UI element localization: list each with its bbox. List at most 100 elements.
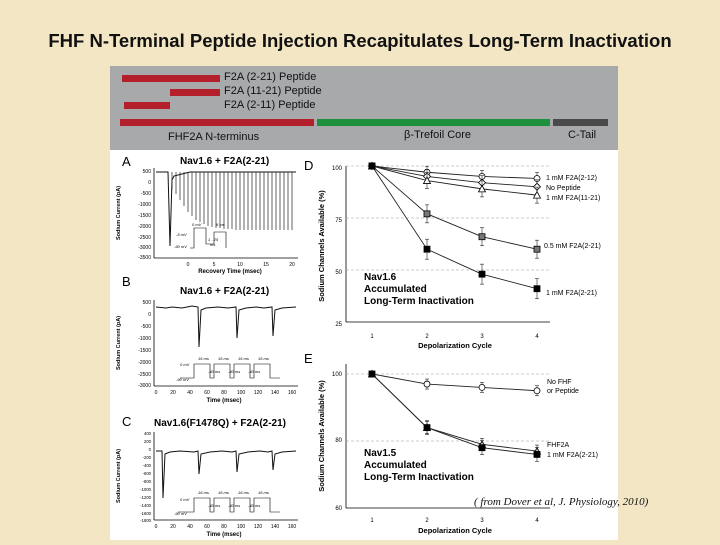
panel-a: A Nav1.6 + F2A(2-21) 500 0 -500 -1000 -1…: [116, 154, 298, 275]
panel-c-ytick: -1000: [140, 487, 151, 492]
data-point: [532, 190, 542, 199]
panel-e-legend-label: No FHF: [547, 379, 572, 386]
panel-b-protocol-label: 16 ms: [198, 356, 209, 361]
panel-e-xtick: 2: [425, 518, 429, 524]
panel-e-plot: [346, 369, 550, 462]
panel-d-legend: 1 mM F2A(2-12) No Peptide 1 mM F2A(11-21…: [544, 175, 601, 297]
panel-b-protocol-label: 0 mV: [180, 362, 190, 367]
panel-e-ylabel: Sodium Channels Available (%): [317, 380, 326, 492]
panel-c-xtick: 120: [254, 524, 263, 530]
series-line: [371, 373, 538, 392]
panel-c-ytick: -1600: [140, 511, 151, 516]
figure-svg: A Nav1.6 + F2A(2-21) 500 0 -500 -1000 -1…: [116, 154, 601, 538]
panel-d-ylabel: Sodium Channels Available (%): [317, 190, 326, 302]
series-line: [371, 165, 538, 290]
panel-a-baseline-trace: [156, 171, 296, 247]
panel-b-xtick: 20: [170, 390, 176, 396]
panel-b-protocol-labels: 16 ms 16 ms 16 ms 16 ms 0 mV -40 ms -40 …: [176, 356, 269, 382]
panel-c-xtick: 0: [155, 524, 158, 530]
panel-b-xtick: 0: [155, 390, 158, 396]
panel-d-annotation-2: Accumulated: [364, 284, 427, 295]
series-line: [371, 165, 538, 196]
panel-c-xtick: 40: [187, 524, 193, 530]
data-point: [478, 233, 486, 241]
panel-a-ytick: -1000: [138, 202, 151, 208]
figure-panels: A Nav1.6 + F2A(2-21) 500 0 -500 -1000 -1…: [110, 150, 618, 540]
panel-b-current-trace: [155, 305, 297, 348]
panel-b-protocol-label: 16 ms: [218, 356, 229, 361]
panel-c-xtick: 20: [170, 524, 176, 530]
panel-c-protocol-labels: 16 ms 16 ms 16 ms 16 ms 0 mV -40 ms -40 …: [174, 490, 269, 516]
panel-b-ytick: -1000: [138, 336, 151, 342]
panel-d-ytick: 75: [335, 218, 342, 224]
panel-c-title: Nav1.6(F1478Q) + F2A(2-21): [154, 418, 286, 429]
panel-e-legend-label: 1 mM F2A(2-21): [547, 452, 598, 459]
panel-e-annotation-1: Nav1.5: [364, 448, 397, 459]
panel-e-xlabel: Depolarization Cycle: [418, 526, 492, 535]
data-point: [478, 444, 486, 452]
panel-d-annotation-3: Long-Term Inactivation: [364, 296, 474, 307]
panel-e-ytick: 60: [335, 506, 342, 512]
data-point: [368, 162, 376, 170]
panel-c-ylabel: Sodium Current (pA): [116, 449, 122, 503]
panel-b-xtick: 100: [237, 390, 246, 396]
panel-c-protocol-label: 16 ms: [198, 490, 209, 495]
panel-e-yticks: 100 80 60: [332, 372, 343, 512]
panel-a-title: Nav1.6 + F2A(2-21): [180, 156, 269, 167]
panel-e-xtick: 4: [535, 518, 539, 524]
panel-c-xtick: 160: [288, 524, 297, 530]
panel-b-ytick: -500: [141, 324, 151, 330]
panel-a-xtick: 10: [237, 262, 243, 268]
panel-c-protocol-label: -40 ms: [228, 503, 240, 508]
panel-d-ytick: 25: [335, 322, 342, 328]
panel-d-plot: [346, 161, 550, 300]
panel-c-xtick: 80: [221, 524, 227, 530]
panel-a-letter: A: [122, 154, 131, 169]
panel-a-current-sweeps: [171, 172, 293, 230]
panel-d-legend-label: 1 mM F2A(2-12): [546, 175, 597, 182]
data-point: [368, 370, 376, 378]
panel-d-xtick: 4: [535, 334, 539, 340]
panel-e-ytick: 100: [332, 372, 343, 378]
panel-d-letter: D: [304, 158, 313, 173]
fhf2a-domain-banner: F2A (2-21) Peptide F2A (11-21) Peptide F…: [110, 66, 618, 150]
panel-b-xtick: 60: [204, 390, 210, 396]
citation: ( from Dover et al, J. Physiology, 2010): [474, 496, 649, 508]
series-line: [371, 165, 538, 250]
panel-c: C Nav1.6(F1478Q) + F2A(2-21) 400 200 0 -…: [116, 414, 298, 538]
panel-a-yticks: 500 0 -500 -1000 -1500 -2000 -2500 -3000…: [138, 169, 151, 261]
panel-e-xtick: 3: [480, 518, 484, 524]
peptide-bar-2-21: [122, 75, 220, 82]
panel-a-ytick: -3000: [138, 245, 151, 251]
data-point: [478, 270, 486, 278]
panel-a-protocol-label: 1 - 25: [208, 237, 219, 242]
panel-b-title: Nav1.6 + F2A(2-21): [180, 286, 269, 297]
panel-e-legend-label: FHF2A: [547, 442, 570, 449]
panel-b-ytick: 0: [148, 312, 151, 318]
peptide-bar-11-21: [170, 89, 220, 96]
data-point: [478, 383, 486, 391]
panel-a-xtick: 0: [187, 262, 190, 268]
panel-c-protocol-label: -90 mV: [174, 511, 187, 516]
panel-b-ytick: -2000: [138, 360, 151, 366]
peptide-label-2-21: F2A (2-21) Peptide: [224, 71, 317, 83]
slide-title: FHF N-Terminal Peptide Injection Recapit…: [48, 30, 672, 51]
panel-d-xticks: 1 2 3 4: [370, 334, 539, 340]
panel-d-legend-label: No Peptide: [546, 185, 581, 192]
panel-a-ytick: 0: [148, 180, 151, 186]
nterminus-label: FHF2A N-terminus: [168, 131, 260, 143]
panel-a-xlabel: Recovery Time (msec): [198, 269, 262, 275]
panel-b: B Nav1.6 + F2A(2-21) 500 0 -500 -1000 -1…: [116, 274, 298, 404]
panel-c-protocol-label: 16 ms: [238, 490, 249, 495]
panel-a-ytick: -1500: [138, 213, 151, 219]
panel-b-xticks: 0 20 40 60 80 100 120 140 160: [155, 390, 297, 396]
panel-c-letter: C: [122, 414, 131, 429]
panel-a-xtick: 15: [263, 262, 269, 268]
panel-b-xtick: 40: [187, 390, 193, 396]
panel-b-ytick: -1500: [138, 348, 151, 354]
panel-e-ytick: 80: [335, 438, 342, 444]
panel-c-xtick: 100: [237, 524, 246, 530]
panel-a-protocol-label: -5 mV: [176, 232, 187, 237]
panel-b-protocol-label: -40 ms: [248, 369, 260, 374]
panel-a-ytick: -3500: [138, 255, 151, 261]
